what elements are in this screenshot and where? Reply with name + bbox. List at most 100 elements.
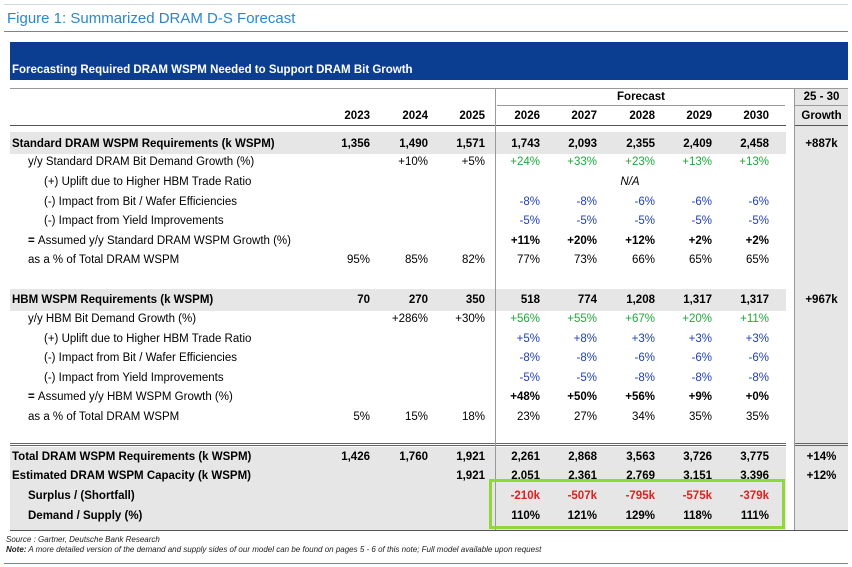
table-cell (378, 212, 428, 230)
table-cell (320, 507, 370, 525)
year-header: 2023 (344, 110, 370, 122)
model-note: Note: A more detailed version of the dem… (6, 545, 541, 554)
table-cell: 270 (408, 294, 428, 306)
table-cell: -507k (567, 490, 597, 502)
growth-rule (795, 105, 848, 106)
table-cell: +50% (567, 391, 597, 403)
table-cell: +33% (567, 156, 597, 168)
table-cell (719, 173, 769, 191)
equals-marker: = (28, 391, 38, 403)
table-cell: +67% (625, 313, 655, 325)
table-cell: +2% (688, 235, 712, 247)
year-header: 2025 (459, 110, 485, 122)
table-cell (320, 153, 370, 171)
table-cell: 1,317 (740, 294, 769, 306)
row-label: y/y Standard DRAM Bit Demand Growth (%) (28, 156, 255, 168)
note-prefix: Note: (6, 545, 27, 554)
table-cell: 77% (516, 254, 540, 266)
growth-cell: +887k (805, 138, 838, 150)
table-cell: 27% (573, 411, 597, 423)
table-cell: 1,921 (456, 451, 485, 463)
table-cell: 3,775 (740, 451, 769, 463)
table-cell: 1,317 (683, 294, 712, 306)
standard-section-shade (10, 132, 786, 154)
table-cell: +24% (510, 156, 540, 168)
total-section-shade (10, 447, 786, 530)
table-cell (320, 330, 370, 348)
table-cell: 65% (688, 254, 712, 266)
year-header: 2027 (571, 110, 597, 122)
table-cell: -6% (748, 352, 769, 364)
growth-header-top: 25 - 30 (803, 91, 840, 103)
table-cell (435, 193, 485, 211)
table-cell: +12% (625, 235, 655, 247)
table-cell: 34% (631, 411, 655, 423)
table-cell (435, 212, 485, 230)
table-cell: -5% (748, 215, 769, 227)
table-cell (378, 388, 428, 406)
table-cell: +20% (682, 313, 712, 325)
table-cell: +55% (567, 313, 597, 325)
table-cell: +0% (745, 391, 769, 403)
table-cell: +56% (510, 313, 540, 325)
table-cell: 2,409 (683, 138, 712, 150)
table-cell (378, 232, 428, 250)
row-label: (-) Impact from Bit / Wafer Efficiencies (44, 352, 237, 364)
growth-cell: +12% (806, 470, 837, 482)
forecast-label: Forecast (617, 91, 665, 103)
table-cell: 15% (404, 411, 428, 423)
table-cell: 3,563 (626, 451, 655, 463)
table-cell: +3% (745, 333, 769, 345)
table-cell (320, 212, 370, 230)
growth-cell: +967k (805, 294, 838, 306)
row-label: HBM WSPM Requirements (k WSPM) (12, 294, 214, 306)
row-label: (-) Impact from Yield Improvements (44, 372, 224, 384)
table-cell: 85% (404, 254, 428, 266)
table-cell (662, 173, 712, 191)
table-cell: -8% (576, 196, 597, 208)
table-cell: -5% (576, 372, 597, 384)
table-cell (435, 388, 485, 406)
source-note: Source : Gartner, Deutsche Bank Research (6, 535, 160, 544)
row-label-text: Assumed y/y Standard DRAM WSPM Growth (%… (37, 235, 291, 247)
table-cell (378, 369, 428, 387)
row-label: y/y HBM Bit Demand Growth (%) (28, 313, 197, 325)
row-label: = Assumed y/y Standard DRAM WSPM Growth … (28, 232, 291, 250)
table-cell: 73% (573, 254, 597, 266)
row-label: Estimated DRAM WSPM Capacity (k WSPM) (12, 470, 251, 482)
year-header: 2024 (402, 110, 428, 122)
table-cell: +56% (625, 391, 655, 403)
highlight-box (489, 479, 785, 529)
header-rule-growth (795, 125, 848, 126)
table-cell: -8% (748, 372, 769, 384)
table-cell: -379k (739, 490, 769, 502)
equals-marker: = (28, 235, 38, 247)
table-cell: 1,208 (626, 294, 655, 306)
table-cell: 2,093 (568, 138, 597, 150)
table-cell (435, 487, 485, 505)
table-cell: 35% (745, 411, 769, 423)
table-cell: +20% (567, 235, 597, 247)
row-label: Surplus / (Shortfall) (28, 490, 135, 502)
table-cell (320, 487, 370, 505)
growth-column-shade (795, 88, 848, 530)
table-cell: 1,921 (456, 470, 485, 482)
table-cell (320, 232, 370, 250)
table-cell: +23% (625, 156, 655, 168)
table-cell: +2% (745, 235, 769, 247)
row-label: as a % of Total DRAM WSPM (28, 254, 180, 266)
table-cell: +286% (391, 313, 428, 325)
table-cell: 23% (516, 411, 540, 423)
table-cell: -5% (519, 372, 540, 384)
table-cell: -8% (634, 372, 655, 384)
table-cell: +3% (688, 333, 712, 345)
table-cell: 1,490 (399, 138, 428, 150)
table-cell: +11% (510, 235, 540, 247)
table-cell (320, 467, 370, 485)
table-cell: +48% (510, 391, 540, 403)
growth-cell: +14% (806, 451, 837, 463)
table-cell: -6% (634, 352, 655, 364)
table-cell: 3,726 (683, 451, 712, 463)
row-label-text: Assumed y/y HBM WSPM Growth (%) (37, 391, 233, 403)
row-label: (+) Uplift due to Higher HBM Trade Ratio (44, 176, 252, 188)
